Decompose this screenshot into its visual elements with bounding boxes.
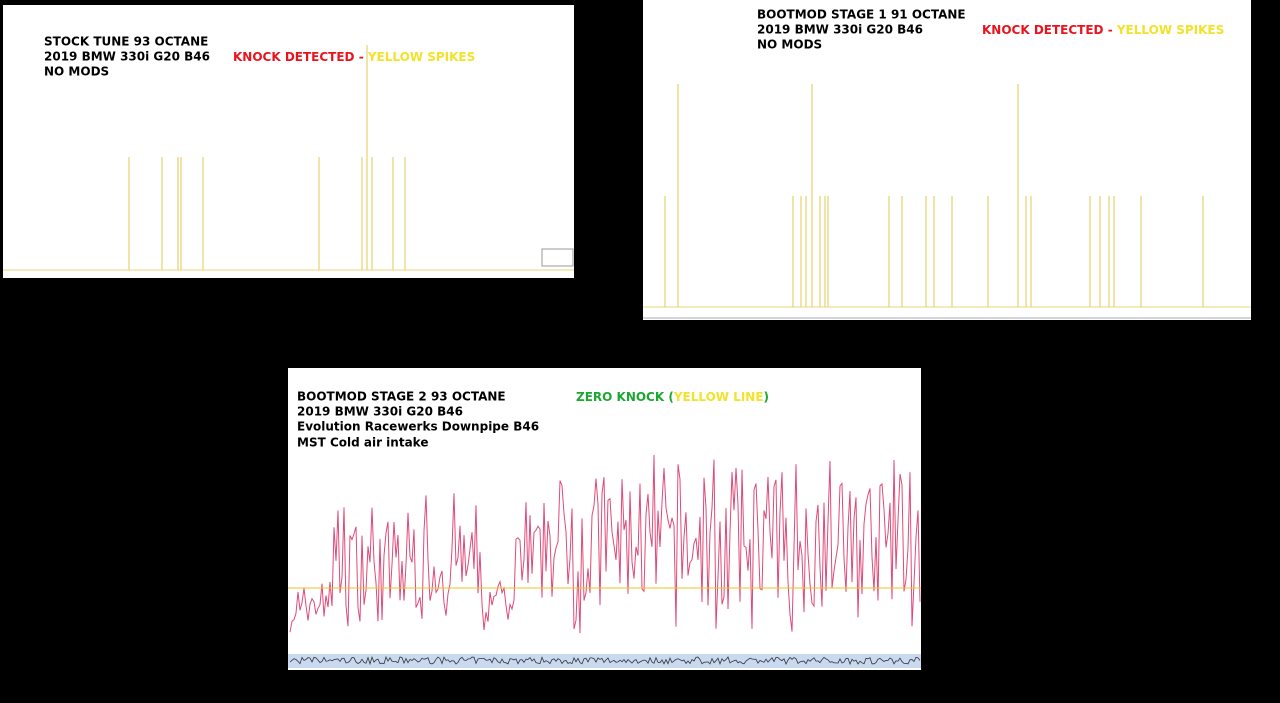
panel-bg [3,5,574,278]
panel-line: 2019 BMW 330i G20 B46 [297,405,463,419]
annotation: KNOCK DETECTED - YELLOW SPIKES [982,23,1224,37]
tooltip-box [541,248,574,267]
overview-strip [288,654,921,668]
panel-line: MST Cold air intake [297,436,428,450]
panel-line: 2019 BMW 330i G20 B46 [757,23,923,37]
panel-stage1: BOOTMOD STAGE 1 91 OCTANE 2019 BMW 330i … [643,0,1251,320]
annotation-part: ) [764,390,769,404]
log-trace [289,454,921,634]
annotation-part: KNOCK DETECTED - [233,50,368,64]
annotation: ZERO KNOCK (YELLOW LINE) [576,390,769,404]
annotation-part: YELLOW SPIKES [1116,23,1224,37]
panel-line: BOOTMOD STAGE 1 91 OCTANE [757,8,966,22]
knock-spikes [664,84,1204,307]
annotation-part: KNOCK DETECTED - [982,23,1117,37]
panel-line: Evolution Racewerks Downpipe B46 [297,420,539,434]
panel-line: NO MODS [757,38,822,52]
annotation-part: YELLOW SPIKES [367,50,475,64]
panel-stock: STOCK TUNE 93 OCTANE 2019 BMW 330i G20 B… [3,5,574,278]
annotation: KNOCK DETECTED - YELLOW SPIKES [233,50,475,64]
panel-bg [643,0,1251,320]
panel-line: NO MODS [44,65,109,79]
annotation-part: YELLOW LINE [673,390,764,404]
knock-spikes [128,45,406,270]
overview-trace [289,655,921,666]
panel-stage2: BOOTMOD STAGE 2 93 OCTANE 2019 BMW 330i … [288,368,921,670]
panel-line: 2019 BMW 330i G20 B46 [44,50,210,64]
annotation-part: ZERO KNOCK ( [576,390,674,404]
panel-line: BOOTMOD STAGE 2 93 OCTANE [297,390,506,404]
panel-line: STOCK TUNE 93 OCTANE [44,35,208,49]
